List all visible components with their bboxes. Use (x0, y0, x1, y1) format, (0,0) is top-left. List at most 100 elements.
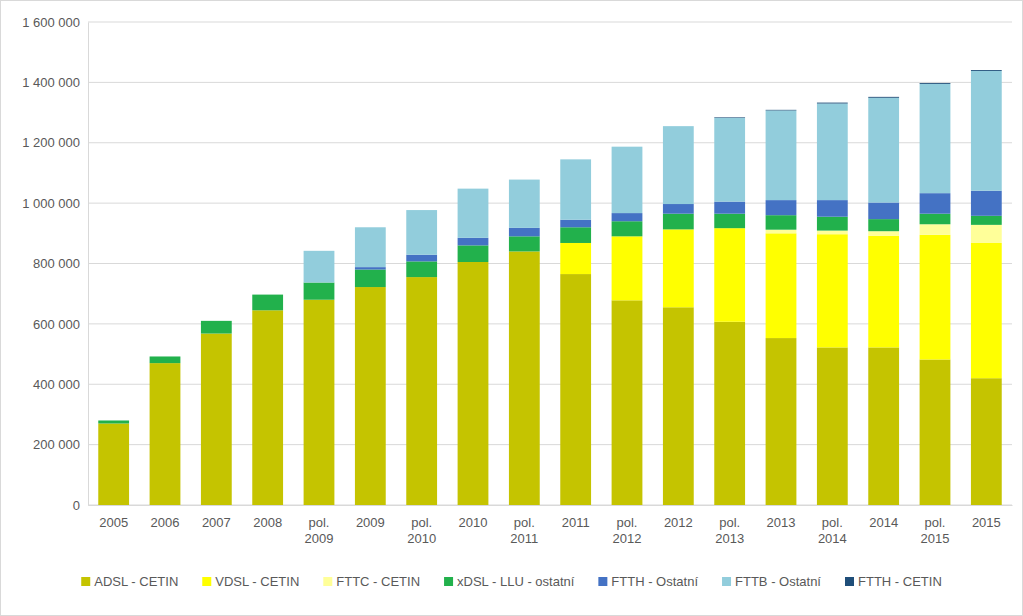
y-tick: 800 000 (33, 256, 88, 271)
bar-segment (509, 228, 540, 236)
bar-segment (817, 102, 848, 104)
bar-segment (509, 236, 540, 251)
legend-label: FTTH - Ostatní (611, 574, 698, 589)
bar-segment (766, 200, 797, 215)
series (98, 251, 1001, 505)
y-tick: 600 000 (33, 317, 88, 332)
x-tick: 2008 (253, 505, 282, 530)
x-tick-label: 2008 (253, 515, 282, 530)
bar-segment (304, 250, 335, 251)
y-tick: 0 (73, 498, 88, 513)
bar-segment (663, 126, 694, 204)
legend-label: xDSL - LLU - ostatní (457, 574, 575, 589)
bar-segment (201, 320, 232, 321)
bar-segment (406, 210, 437, 211)
bar-segment (560, 159, 591, 219)
bar-segment (868, 203, 899, 220)
bar-segment (612, 236, 643, 300)
bar-segment (920, 214, 951, 225)
x-tick-label: 2012 (664, 515, 693, 530)
x-tick-label: 2007 (202, 515, 231, 530)
legend-item: FTTH - CETIN (845, 574, 942, 589)
bar-segment (766, 215, 797, 229)
bar-segment (817, 231, 848, 235)
bar-segment (920, 84, 951, 193)
series (98, 214, 1001, 424)
bar-segment (868, 347, 899, 505)
legend-swatch (845, 577, 854, 586)
legend-item: FTTC - CETIN (323, 574, 420, 589)
y-tick: 200 000 (33, 437, 88, 452)
x-tick: pol.2015 (921, 505, 950, 546)
x-tick: pol.2012 (613, 505, 642, 546)
bar-segment (509, 251, 540, 505)
legend-swatch (598, 577, 607, 586)
x-tick-label: pol.2010 (407, 515, 436, 546)
bar-segment (971, 71, 1002, 191)
x-tick: 2013 (767, 505, 796, 530)
grid (88, 22, 1012, 505)
bar-segment (252, 294, 283, 295)
x-tick-label: pol.2009 (305, 515, 334, 546)
y-tick-label: 200 000 (33, 437, 80, 452)
x-tick: pol.2011 (510, 505, 538, 546)
bar-segment (612, 213, 643, 221)
bar-segment (663, 229, 694, 307)
legend-item: xDSL - LLU - ostatní (444, 574, 575, 589)
x-tick-label: pol.2013 (715, 515, 744, 546)
bar-segment (766, 110, 797, 200)
bar-segment (98, 420, 129, 421)
bar-segment (663, 126, 694, 127)
legend-swatch (81, 577, 90, 586)
bar-segment (150, 363, 181, 505)
bar-segment (971, 191, 1002, 216)
bar-segment (355, 287, 386, 505)
legend-label: ADSL - CETIN (94, 574, 178, 589)
x-axis-line (89, 505, 1013, 506)
bar-segment (150, 356, 181, 357)
bar-segment (766, 338, 797, 505)
bar-segment (817, 217, 848, 231)
bar-segment (817, 234, 848, 347)
bar-segment (663, 307, 694, 505)
bar-segment (252, 295, 283, 311)
x-tick: pol.2014 (818, 505, 847, 546)
x-tick: 2009 (356, 505, 385, 530)
x-tick: 2005 (99, 505, 128, 530)
bar-segment (98, 423, 129, 505)
bar-segment (560, 220, 591, 228)
bar-segment (971, 69, 1002, 71)
bar-segment (920, 224, 951, 235)
bar-segment (971, 243, 1002, 378)
bar-segment (406, 210, 437, 255)
legend-item: FTTB - Ostatní (722, 574, 821, 589)
legend-item: ADSL - CETIN (81, 574, 178, 589)
bar-segment (201, 320, 232, 321)
bar-segment (920, 235, 951, 360)
bar-segment (868, 98, 899, 203)
bar-segment (766, 230, 797, 234)
x-tick: 2006 (151, 505, 180, 530)
legend-label: VDSL - CETIN (215, 574, 299, 589)
y-tick-label: 1 000 000 (22, 196, 80, 211)
bar-segment (509, 180, 540, 228)
x-tick-label: 2006 (151, 515, 180, 530)
bar-segment (201, 321, 232, 334)
bar-segment (971, 216, 1002, 225)
bar-segment (355, 227, 386, 267)
bar-segment (252, 294, 283, 295)
x-tick-label: 2010 (459, 515, 488, 530)
bar-segment (355, 267, 386, 269)
bar-segment (509, 179, 540, 180)
bar-segment (304, 251, 335, 283)
bar-segment (612, 146, 643, 147)
series (304, 71, 1002, 283)
bar-segment (971, 225, 1002, 243)
bar-segment (868, 236, 899, 348)
y-tick-label: 600 000 (33, 317, 80, 332)
bar-segment (560, 243, 591, 274)
y-tick: 1 600 000 (22, 15, 88, 30)
x-axis: 2005 2006 2007 2008 pol.2009 2009 pol.2010 2010… (89, 505, 1013, 546)
x-tick-label: pol.2015 (921, 515, 950, 546)
bar-segment (304, 283, 335, 300)
